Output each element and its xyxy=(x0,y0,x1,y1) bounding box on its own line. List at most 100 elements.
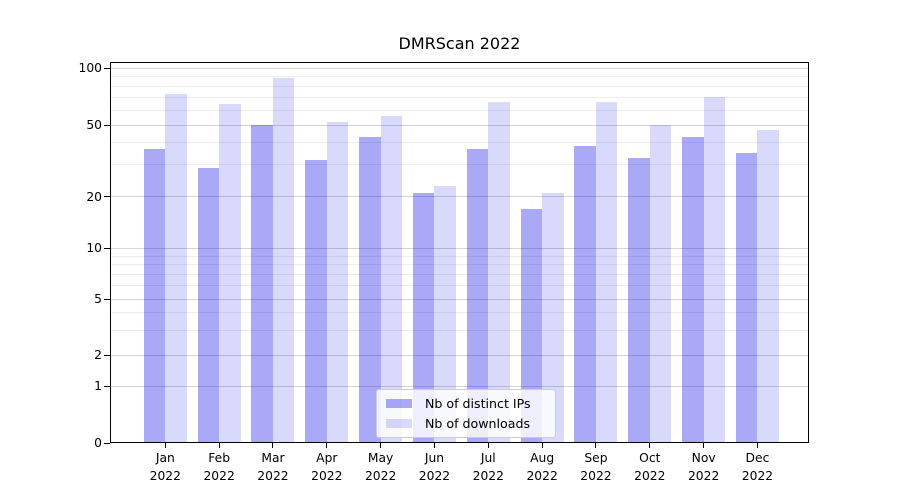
x-tick-year: 2022 xyxy=(472,468,504,483)
bar-downloads-dec xyxy=(757,129,779,443)
x-tick-month: Dec xyxy=(745,451,770,465)
x-tick-month: Sep xyxy=(584,451,608,465)
bar-distinct-ips-dec xyxy=(735,152,758,443)
y-tick-mark xyxy=(104,67,110,69)
y-tick-mark xyxy=(104,385,110,387)
bar-distinct-ips-oct xyxy=(628,157,650,443)
legend-item-distinct-ips: Nb of distinct IPs xyxy=(386,396,549,411)
bar-distinct-ips-apr xyxy=(305,159,327,443)
y-tick-mark xyxy=(104,298,110,300)
x-tick-mark xyxy=(541,443,543,448)
x-tick-year: 2022 xyxy=(149,468,181,483)
bar-downloads-jun xyxy=(434,185,456,443)
gridline-minor xyxy=(111,141,808,143)
x-tick-mark xyxy=(487,443,489,448)
gridline-major xyxy=(111,298,808,300)
legend-label-downloads: Nb of downloads xyxy=(425,416,531,431)
y-tick-label: 2 xyxy=(94,348,102,362)
x-tick-mark xyxy=(380,443,382,448)
x-tick-year: 2022 xyxy=(364,468,397,483)
x-tick-label-aug: Aug 2022 xyxy=(512,450,572,485)
gridline-minor xyxy=(111,264,808,266)
y-tick-mark xyxy=(104,354,110,356)
bar-downloads-feb xyxy=(219,103,241,443)
x-tick-label-feb: Feb 2022 xyxy=(189,450,249,485)
bar-distinct-ips-sep xyxy=(574,146,596,443)
gridline-major xyxy=(111,67,808,69)
y-tick-mark xyxy=(104,247,110,249)
y-tick-label: 1 xyxy=(94,379,102,393)
bar-downloads-sep xyxy=(595,102,618,443)
bar-downloads-jan xyxy=(165,94,187,443)
y-tick-label: 10 xyxy=(86,241,102,256)
bar-downloads-aug xyxy=(542,192,564,443)
bar-downloads-mar xyxy=(272,77,295,443)
y-tick-label: 20 xyxy=(86,189,102,204)
gridline-minor xyxy=(111,76,808,78)
x-tick-label-oct: Oct 2022 xyxy=(620,450,680,485)
x-tick-label-dec: Dec 2022 xyxy=(727,450,787,485)
bar-downloads-may xyxy=(380,115,403,443)
x-tick-label-apr: Apr 2022 xyxy=(297,450,357,485)
y-tick-label: 5 xyxy=(94,292,102,306)
bar-distinct-ips-aug xyxy=(520,208,543,443)
y-tick-mark xyxy=(104,442,110,444)
bar-distinct-ips-nov xyxy=(682,136,704,443)
bar-downloads-jul xyxy=(488,102,510,443)
x-tick-month: Aug xyxy=(530,451,555,465)
legend-item-downloads: Nb of downloads xyxy=(386,416,549,431)
bar-distinct-ips-jun xyxy=(412,192,435,443)
x-tick-mark xyxy=(164,443,166,448)
gridline-major xyxy=(111,247,808,249)
x-tick-month: Mar xyxy=(261,451,285,465)
gridline-minor xyxy=(111,164,808,166)
x-tick-year: 2022 xyxy=(580,468,612,483)
bar-distinct-ips-jul xyxy=(466,148,489,443)
x-tick-year: 2022 xyxy=(257,468,289,483)
x-tick-mark xyxy=(272,443,274,448)
x-tick-month: Jun xyxy=(424,451,445,465)
x-tick-label-jan: Jan 2022 xyxy=(135,450,195,485)
x-tick-month: Feb xyxy=(208,451,231,465)
bar-distinct-ips-may xyxy=(359,136,381,443)
x-tick-label-mar: Mar 2022 xyxy=(243,450,303,485)
legend-label-distinct-ips: Nb of distinct IPs xyxy=(425,396,531,411)
y-tick-label: 50 xyxy=(86,118,102,132)
y-tick-label: 0 xyxy=(94,436,102,450)
gridline-major xyxy=(111,385,808,387)
x-tick-month: Oct xyxy=(639,451,661,465)
x-tick-mark xyxy=(595,443,597,448)
gridline-minor xyxy=(111,329,808,331)
legend-swatch-distinct-ips xyxy=(386,399,412,408)
bar-distinct-ips-mar xyxy=(251,125,273,443)
y-tick-mark xyxy=(104,124,110,126)
x-tick-label-may: May 2022 xyxy=(351,450,411,485)
gridline-minor xyxy=(111,312,808,314)
gridline-minor xyxy=(111,96,808,98)
x-tick-month: Apr xyxy=(316,451,338,465)
x-tick-mark xyxy=(433,443,435,448)
gridline-minor xyxy=(111,285,808,287)
x-tick-label-nov: Nov 2022 xyxy=(674,450,734,485)
x-tick-mark xyxy=(326,443,328,448)
x-tick-year: 2022 xyxy=(741,468,774,483)
x-tick-year: 2022 xyxy=(311,468,343,483)
chart-title: DMRScan 2022 xyxy=(398,34,521,53)
gridline-minor xyxy=(111,86,808,88)
y-tick-mark xyxy=(104,196,110,198)
bar-downloads-nov xyxy=(703,97,726,443)
x-tick-year: 2022 xyxy=(634,468,666,483)
x-tick-mark xyxy=(703,443,705,448)
x-tick-label-sep: Sep 2022 xyxy=(566,450,626,485)
bar-distinct-ips-feb xyxy=(197,167,220,443)
x-tick-mark xyxy=(649,443,651,448)
x-tick-mark xyxy=(218,443,220,448)
x-tick-year: 2022 xyxy=(418,468,451,483)
bar-downloads-oct xyxy=(649,125,672,443)
x-tick-month: Nov xyxy=(691,451,716,465)
x-tick-year: 2022 xyxy=(526,468,558,483)
bar-distinct-ips-jan xyxy=(143,148,166,443)
gridline-major xyxy=(111,124,808,126)
gridline-minor xyxy=(111,273,808,275)
